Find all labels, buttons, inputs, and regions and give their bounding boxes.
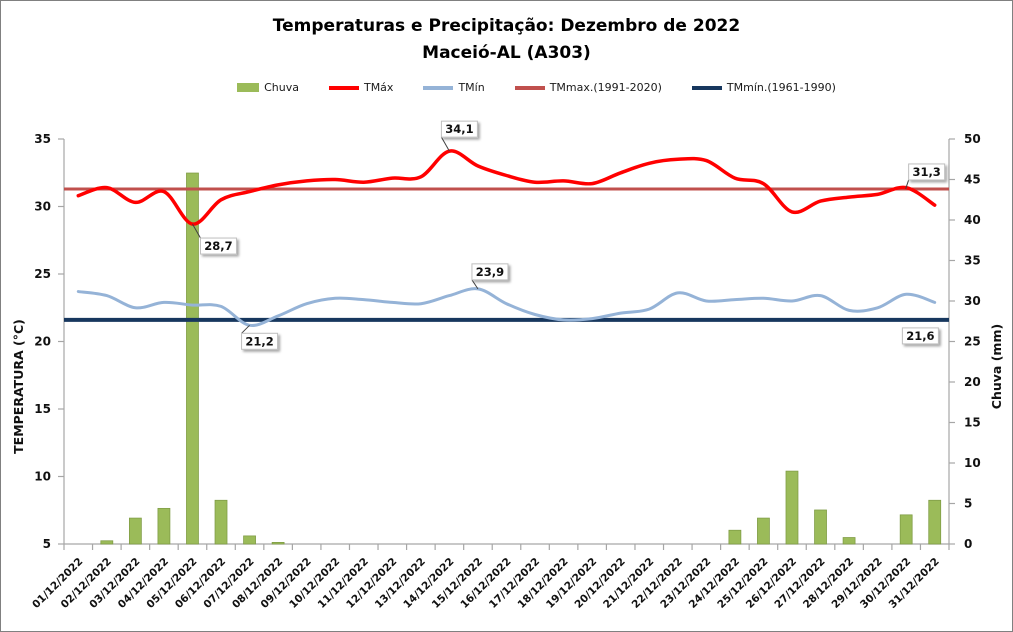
legend-label: Chuva (264, 81, 299, 94)
rain-bar (899, 514, 913, 545)
rain-axis-tick-label: 20 (964, 375, 981, 389)
legend-item-chuva: Chuva (237, 81, 299, 94)
legend-item-tmm-n-1961-1990-: TMmín.(1961-1990) (691, 81, 836, 94)
legend-line-swatch (691, 85, 722, 90)
temp-axis-tick-label: 5 (43, 537, 51, 551)
rain-bar (928, 499, 942, 545)
annotation-box (908, 163, 946, 181)
rain-bar (157, 507, 171, 545)
rain-axis-tick-label: 30 (964, 294, 981, 308)
rain-axis-tick-label: 40 (964, 213, 981, 227)
tmax-line (76, 149, 937, 226)
rain-bar (757, 517, 770, 545)
annotation-value: 23,9 (476, 265, 504, 279)
rain-axis-tick-label: 0 (964, 537, 972, 551)
annotation-value: 31,3 (912, 165, 940, 179)
annotation-leader (241, 324, 250, 334)
legend-line-swatch (328, 85, 359, 90)
temp-axis-tick-label: 35 (34, 132, 51, 146)
rain-bar (128, 517, 142, 545)
rain-bar (842, 537, 856, 545)
legend-line-swatch (423, 85, 454, 90)
chart-title-line2: Maceió-AL (A303) (422, 43, 591, 63)
rain-axis-tick-label: 10 (964, 456, 981, 470)
legend-bar-swatch (237, 83, 260, 92)
chart-legend: Chuva TMáx TMín TMmax.(1991-2020) TMmín.(196… (31, 81, 1012, 94)
legend-item-tmmax-1991-2020-: TMmax.(1991-2020) (514, 81, 662, 94)
temp-axis-tick-label: 15 (34, 402, 51, 416)
annotation-leader (471, 279, 479, 290)
rain-bar (100, 540, 114, 545)
legend-label: TMáx (363, 81, 394, 94)
annotation-value: 21,2 (245, 334, 273, 348)
temp-axis-tick-label: 25 (34, 267, 51, 281)
legend-label: TMín (458, 81, 485, 94)
annotation-box (440, 120, 478, 138)
temp-axis-title: TEMPERATURA (°C) (11, 319, 26, 454)
rain-axis-tick-label: 50 (964, 132, 981, 146)
annotation-box (241, 332, 279, 350)
legend-label: TMmín.(1961-1990) (726, 81, 836, 94)
rain-bar (814, 509, 827, 545)
legend-label: TMmax.(1991-2020) (549, 81, 662, 94)
rain-bar (243, 535, 256, 545)
rain-bar (728, 529, 742, 545)
rain-axis-tick-label: 35 (964, 254, 981, 268)
legend-item-tm-x: TMáx (328, 81, 394, 94)
date-axis-tick-label: 31/12/2022 (887, 556, 942, 611)
chart-title: Temperaturas e Precipitação: Dezembro de… (1, 13, 1012, 67)
rain-axis-title: Chuva (mm) (989, 324, 1004, 409)
chart-title-line1: Temperaturas e Precipitação: Dezembro de… (272, 16, 741, 36)
tmin-line (76, 287, 937, 328)
rain-bar (271, 542, 285, 545)
temp-axis-tick-label: 30 (34, 200, 51, 214)
annotation-value: 28,7 (204, 239, 232, 253)
legend-item-tm-n: TMín (423, 81, 485, 94)
legend-line-swatch (514, 85, 545, 90)
temp-axis-tick-label: 20 (34, 335, 51, 349)
temp-axis-tick-label: 10 (34, 470, 51, 484)
rain-axis-tick-label: 5 (964, 497, 972, 511)
rain-bar (785, 470, 799, 545)
annotation-value: 34,1 (445, 122, 473, 136)
annotation-box (199, 237, 237, 255)
annotation-box (471, 263, 509, 281)
rain-axis-tick-label: 25 (964, 335, 981, 349)
annotation-box (901, 327, 939, 345)
rain-axis-tick-label: 15 (964, 416, 981, 430)
rain-bar (186, 172, 199, 545)
annotation-value: 21,6 (906, 329, 934, 343)
rain-axis-tick-label: 45 (964, 173, 981, 187)
rain-bar (214, 499, 228, 545)
annotation-leader (440, 136, 450, 152)
annotation-leader (192, 223, 201, 239)
annotation-leader (905, 179, 910, 190)
